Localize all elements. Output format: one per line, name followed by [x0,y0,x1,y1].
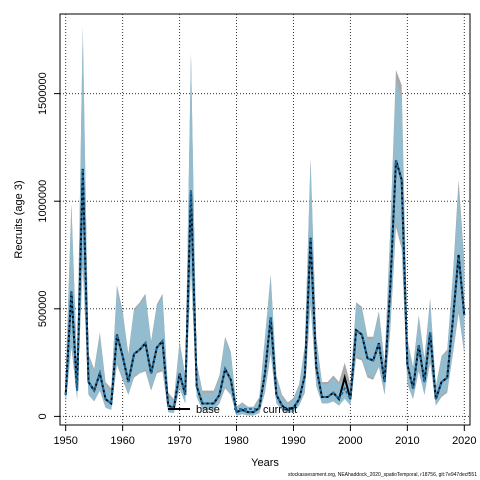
x-tick-label-1980: 1980 [224,435,248,447]
x-tick-label-1970: 1970 [167,435,191,447]
footer-attribution: stockassessment.org, NEAhaddock_2020_spa… [287,472,477,478]
legend: base current [168,404,297,416]
legend-current-label: current [263,404,297,416]
x-axis-title: Years [251,457,279,469]
series-lines [64,160,466,414]
legend-base-label: base [196,404,220,416]
x-tick-label-2020: 2020 [452,435,476,447]
y-axis-title: Recruits (age 3) [13,180,25,258]
confidence-bands [65,26,465,416]
y-tick-label-500000: 500000 [37,290,49,327]
current-confidence-band [65,29,465,416]
y-tick-label-1000000: 1000000 [37,180,49,223]
current-series-line [64,160,466,414]
y-tick-label-0: 0 [37,413,49,419]
x-tick-label-1950: 1950 [53,435,77,447]
axes: 1950 1960 1970 1980 1990 2000 2010 2020 0 500000 1… [37,72,477,447]
y-tick-label-1500000: 1500000 [37,72,49,115]
plot-frame [59,13,471,426]
x-tick-label-2010: 2010 [395,435,419,447]
x-tick-label-1990: 1990 [281,435,305,447]
x-tick-label-2000: 2000 [338,435,362,447]
x-tick-label-1960: 1960 [110,435,134,447]
